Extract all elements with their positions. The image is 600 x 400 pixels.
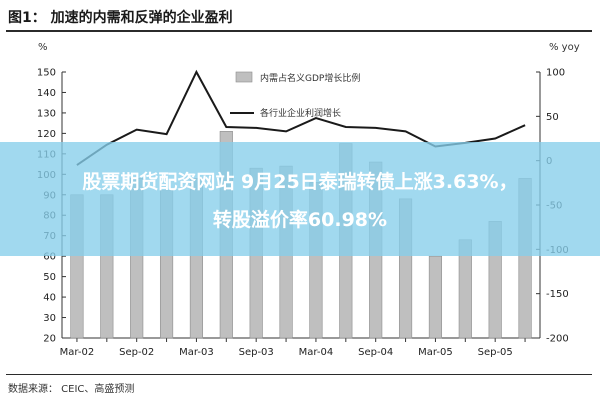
x-tick-label: Sep-02 xyxy=(119,347,154,358)
data-source-note: 数据来源： CEIC、高盛预测 xyxy=(8,384,135,395)
x-tick-label: Mar-02 xyxy=(60,347,95,358)
title-divider xyxy=(6,30,592,32)
left-tick-label: 40 xyxy=(43,293,56,304)
x-tick-label: Mar-04 xyxy=(299,347,334,358)
legend-swatch-bar xyxy=(235,71,253,83)
chart-title-bar: 图1： 加速的内需和反弹的企业盈利 xyxy=(0,0,600,32)
left-tick-label: 60 xyxy=(43,252,56,263)
left-tick-label: 120 xyxy=(37,129,56,140)
banner-headline-line-1: 股票期货配资网站 9月25日泰瑞转债上涨3.63%， xyxy=(82,171,518,193)
left-tick-label: 50 xyxy=(43,272,56,283)
banner-headline-line-2: 转股溢价率60.98% xyxy=(212,209,388,231)
x-tick-label: Sep-05 xyxy=(478,347,513,358)
right-tick-label: 100 xyxy=(546,68,565,79)
left-tick-label: 130 xyxy=(37,108,56,119)
overlay-banner xyxy=(0,142,600,256)
left-tick-label: 30 xyxy=(43,313,56,324)
legend-label-bar: 内需占名义GDP增长比例 xyxy=(260,72,360,84)
right-tick-label: -150 xyxy=(546,289,569,300)
left-tick-label: 150 xyxy=(37,68,56,79)
left-axis-unit: % xyxy=(38,42,48,53)
x-tick-label: Mar-05 xyxy=(418,347,453,358)
source-divider xyxy=(6,374,592,375)
x-tick-label: Sep-04 xyxy=(358,347,393,358)
right-tick-label: 50 xyxy=(546,112,559,123)
left-tick-label: 140 xyxy=(37,88,56,99)
x-tick-label: Sep-03 xyxy=(239,347,274,358)
x-tick-label: Mar-03 xyxy=(179,347,214,358)
left-tick-label: 20 xyxy=(43,334,56,345)
legend-label-line: 各行业企业利润增长 xyxy=(260,107,341,119)
bar xyxy=(428,255,443,339)
right-tick-label: -200 xyxy=(546,334,569,345)
right-axis-unit: % yoy xyxy=(549,42,580,53)
chart-title: 图1： 加速的内需和反弹的企业盈利 xyxy=(8,10,233,26)
